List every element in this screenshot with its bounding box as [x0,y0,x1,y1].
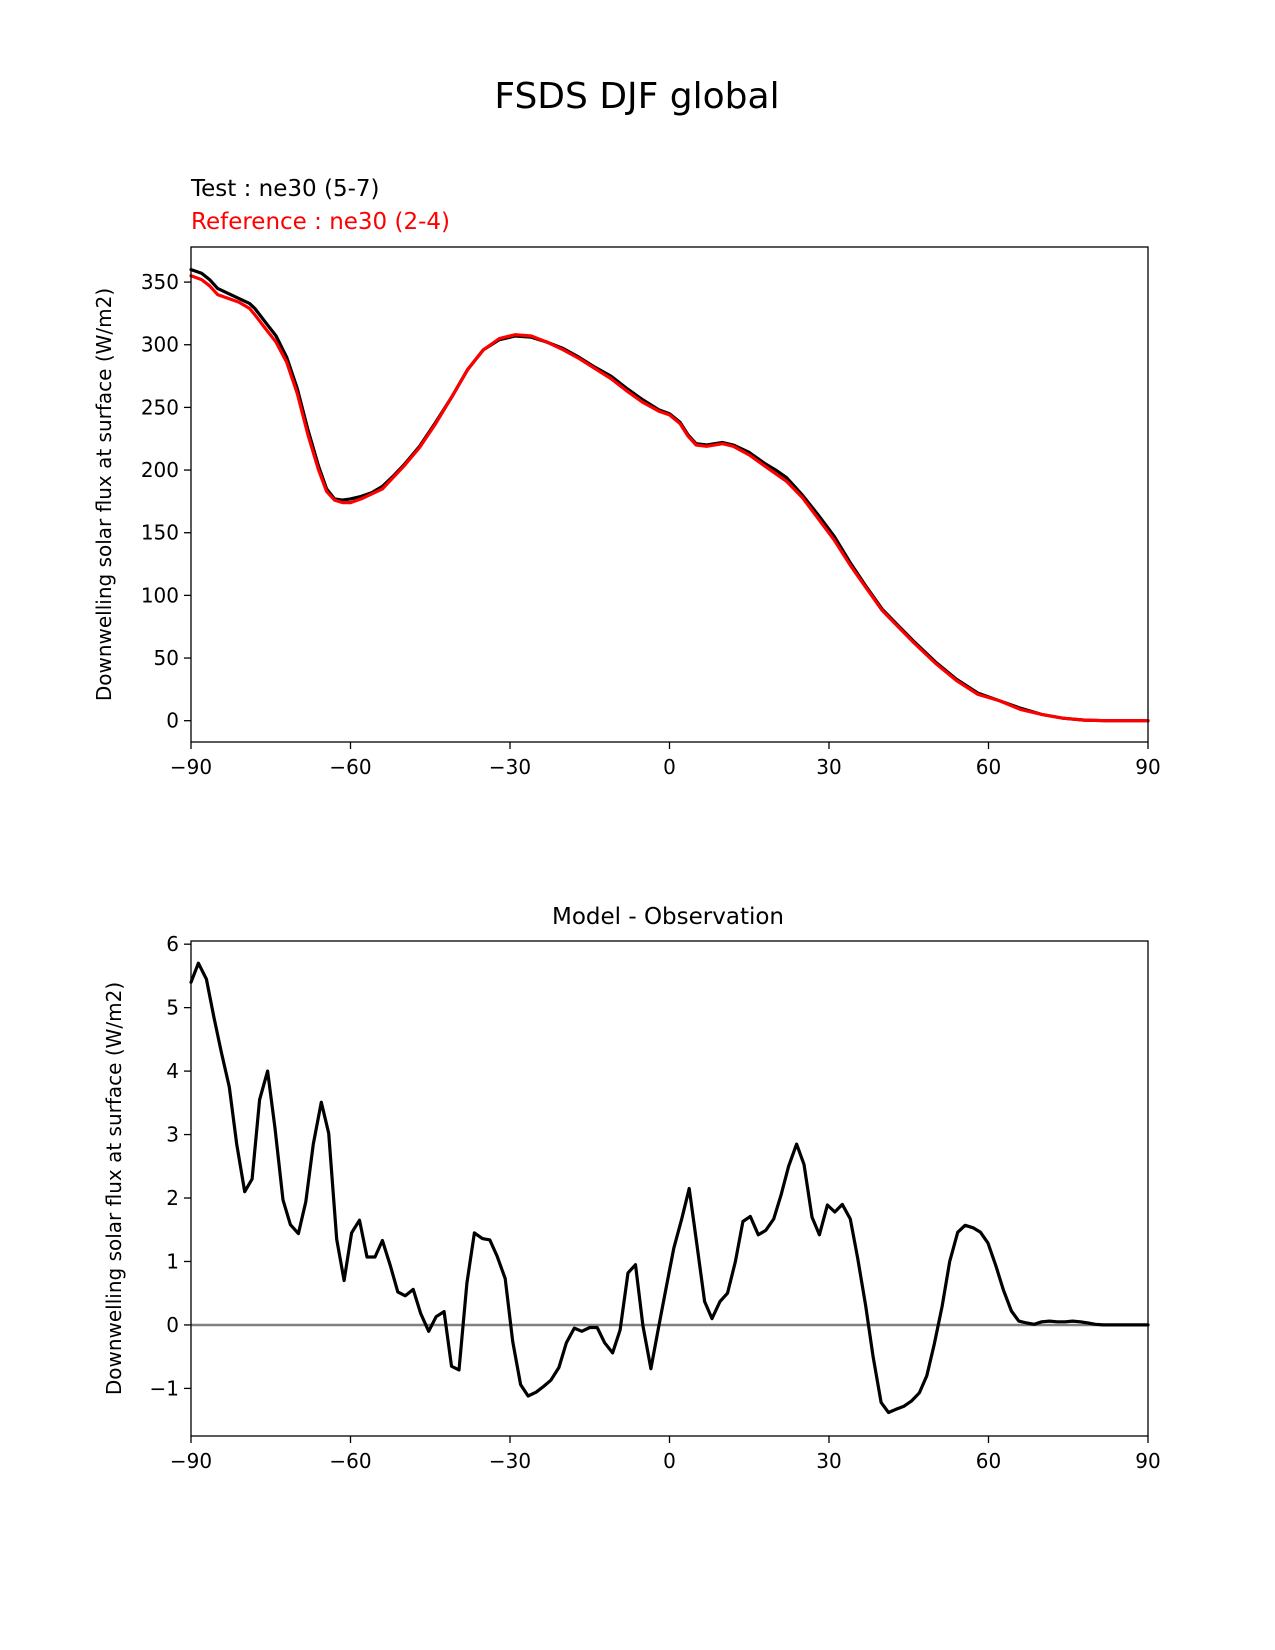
x-tick-label: 30 [816,1449,841,1473]
x-tick-label: 90 [1135,755,1160,779]
x-tick-label: 0 [663,755,676,779]
y-tick-label: 0 [166,709,179,733]
x-tick-label: −90 [170,755,212,779]
y-tick-label: 150 [141,521,179,545]
bottom-plot-title: Model - Observation [552,904,784,930]
x-tick-label: 0 [663,1449,676,1473]
y-tick-label: 5 [166,996,179,1020]
x-tick-label: −30 [489,1449,531,1473]
y-tick-label: 6 [166,932,179,956]
y-tick-label: −1 [150,1376,179,1400]
x-tick-label: 60 [976,755,1001,779]
test-label: Test : ne30 (5-7) [190,176,379,202]
figure-title: FSDS DJF global [494,76,779,117]
y-tick-label: 2 [166,1186,179,1210]
series-line-reference [189,274,1150,723]
x-tick-label: −60 [329,755,371,779]
series-line-diff [189,961,1150,1415]
y-tick-label: 4 [166,1059,179,1083]
y-tick-label: 200 [141,458,179,482]
x-tick-label: −30 [489,755,531,779]
y-tick-label: 350 [141,270,179,294]
y-tick-label: 0 [166,1313,179,1337]
x-tick-label: 90 [1135,1449,1160,1473]
x-tick-label: 60 [976,1449,1001,1473]
top-plot-area: −90 −60 −30 0 30 60 90 0 50 100 150 200 250 300 350 Dow… [92,246,1161,779]
bottom-plot-area: −90 −60 −30 0 30 60 90 −1 0 1 2 3 4 5 6 Downwelling sol… [102,932,1161,1473]
reference-label: Reference : ne30 (2-4) [191,209,450,235]
x-tick-label: −60 [329,1449,371,1473]
y-tick-label: 100 [141,583,179,607]
y-tick-label: 250 [141,395,179,419]
x-tick-label: −90 [170,1449,212,1473]
y-axis-label: Downwelling solar flux at surface (W/m2) [92,288,116,701]
x-tick-label: 30 [816,755,841,779]
top-panel: Test : ne30 (5-7) Reference : ne30 (2-4)… [92,176,1161,779]
y-tick-label: 50 [154,646,179,670]
y-tick-label: 3 [166,1123,179,1147]
y-tick-label: 300 [141,333,179,357]
bottom-panel: Model - Observation −90 −60 −30 0 30 60 90 −1 0 1… [102,904,1161,1473]
y-tick-label: 1 [166,1249,179,1273]
y-axis-label: Downwelling solar flux at surface (W/m2) [102,982,126,1395]
